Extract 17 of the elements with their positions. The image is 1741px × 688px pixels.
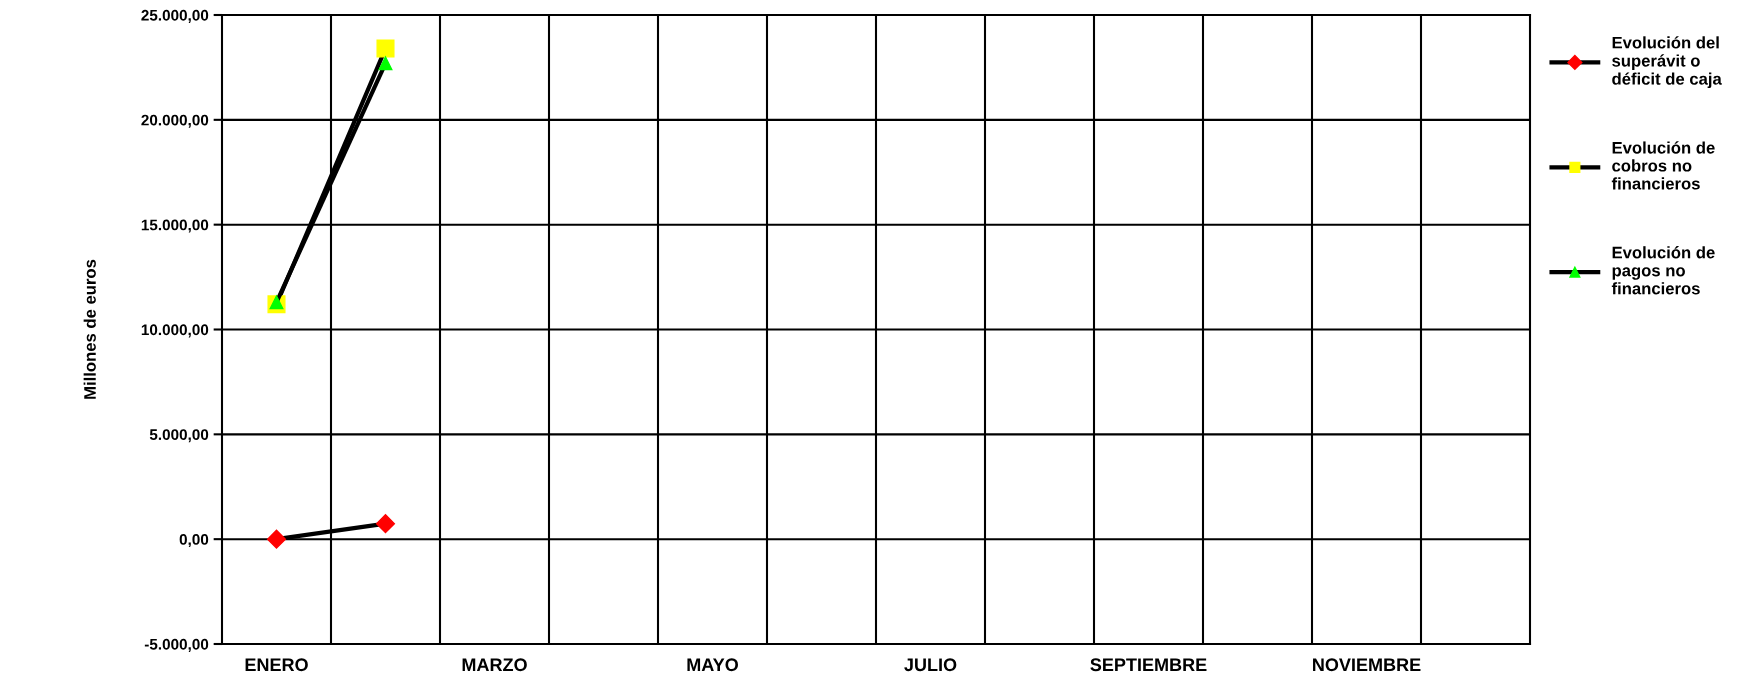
legend-label: Evolución del superávit o déficit de caja [1612, 36, 1722, 89]
x-tick-label: JULIO [904, 658, 957, 672]
x-tick-label: MARZO [462, 658, 527, 672]
legend-label: Evolución de cobros no financieros [1611, 141, 1715, 190]
y-tick-label: 0,00 [179, 534, 209, 548]
y-tick-label: 20.000,00 [141, 114, 209, 128]
x-tick-label: ENERO [245, 658, 308, 672]
y-tick-label: -5.000,00 [144, 638, 209, 652]
y-tick-label: 15.000,00 [141, 219, 209, 233]
y-tick-label: 10.000,00 [141, 324, 209, 338]
y-tick-label: 5.000,00 [149, 429, 209, 443]
y-axis-title: Millones de euros [83, 259, 96, 399]
y-tick-label: 25.000,00 [141, 9, 209, 23]
x-tick-label: NOVIEMBRE [1313, 658, 1421, 672]
x-tick-label: MAYO [687, 658, 738, 672]
x-tick-label: SEPTIEMBRE [1090, 658, 1207, 672]
legend-label: Evolución de pagos no financieros [1611, 246, 1715, 295]
